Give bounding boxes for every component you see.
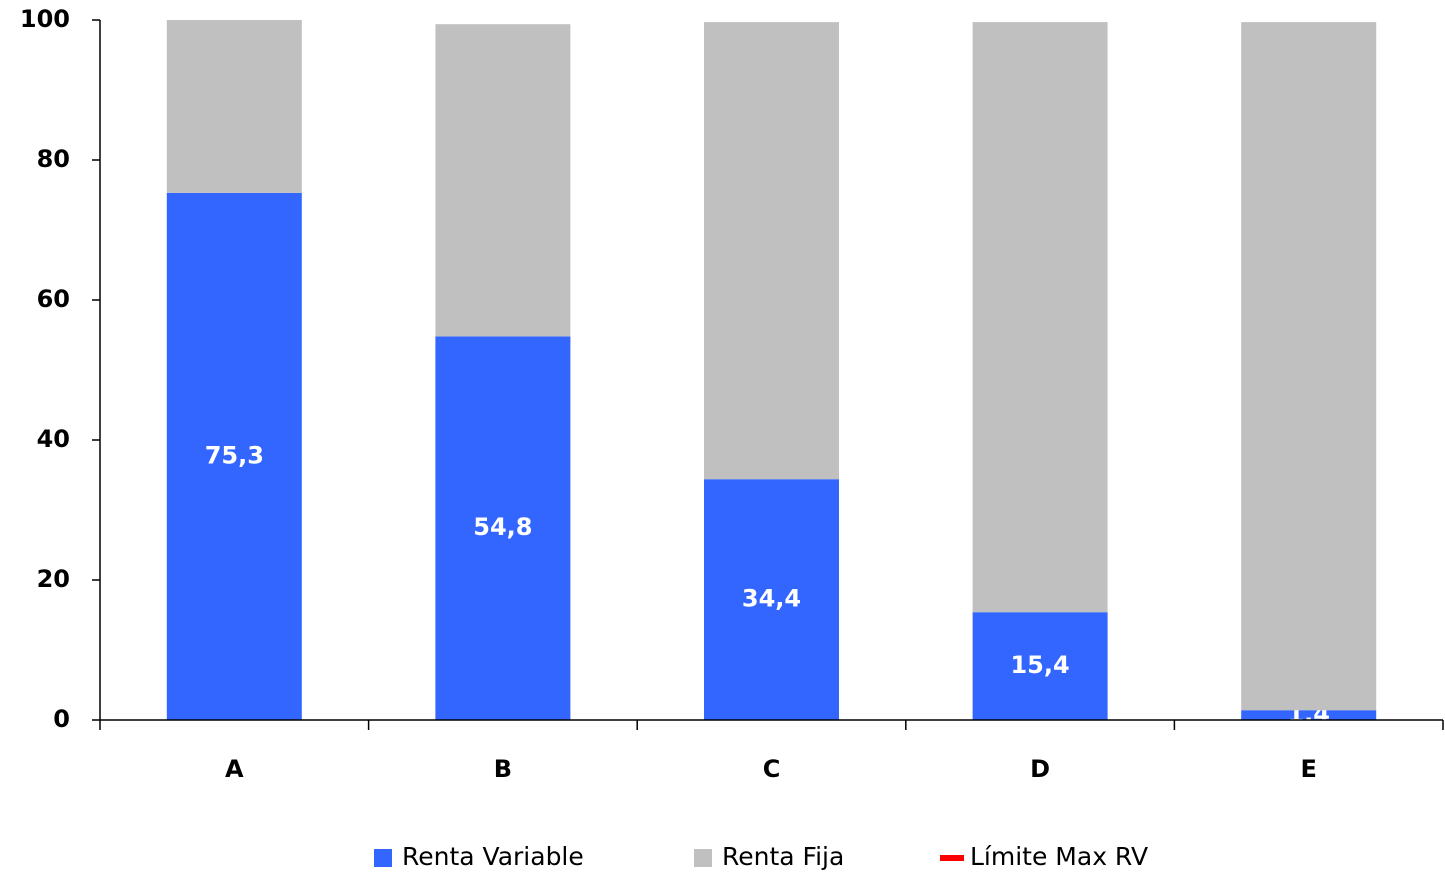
y-tick-label: 20	[37, 565, 70, 593]
bar-segment	[704, 479, 839, 720]
bar-segment	[704, 22, 839, 480]
value-label: 34,4	[742, 585, 801, 613]
bar-segment	[166, 192, 302, 720]
x-tick-label: B	[494, 755, 512, 783]
x-tick-label: A	[225, 755, 244, 783]
y-tick-label: 80	[37, 145, 70, 173]
y-tick-label: 0	[53, 705, 70, 733]
bar-segment	[1241, 710, 1377, 720]
bar-segment	[435, 24, 571, 337]
value-label: 15,4	[1010, 651, 1069, 679]
legend-swatch	[374, 849, 392, 867]
value-label: 54,8	[473, 513, 532, 541]
x-tick-label: C	[763, 755, 781, 783]
legend-swatch	[694, 849, 712, 867]
value-label: 75,3	[205, 441, 264, 469]
bar-segment	[972, 612, 1108, 720]
x-tick-label: E	[1300, 755, 1316, 783]
bar-segment	[972, 22, 1108, 613]
plot-area: 75,354,834,415,41,4	[166, 20, 1377, 720]
legend-label: Límite Max RV	[970, 842, 1148, 871]
y-tick-label: 100	[20, 5, 70, 33]
legend-swatch	[940, 855, 964, 861]
bar-segment	[1241, 22, 1377, 711]
bar-segment	[166, 20, 302, 193]
y-tick-label: 40	[37, 425, 70, 453]
y-tick-label: 60	[37, 285, 70, 313]
legend-label: Renta Fija	[722, 842, 844, 871]
x-tick-label: D	[1030, 755, 1050, 783]
legend-label: Renta Variable	[402, 842, 584, 871]
bar-segment	[435, 336, 571, 720]
